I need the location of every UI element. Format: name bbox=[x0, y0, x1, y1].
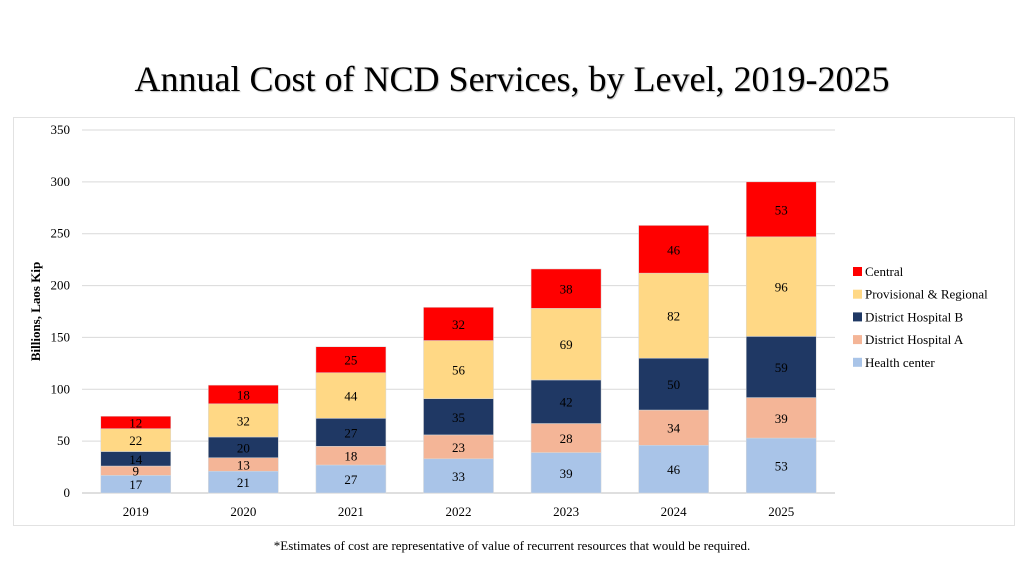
bar-segment bbox=[100, 416, 172, 429]
bar-segment bbox=[315, 372, 387, 419]
data-label: 46 bbox=[667, 462, 681, 477]
x-tick-label: 2023 bbox=[553, 504, 579, 519]
legend-label: District Hospital B bbox=[865, 309, 964, 324]
x-tick-label: 2022 bbox=[446, 504, 472, 519]
data-label: 53 bbox=[775, 202, 788, 217]
data-label: 46 bbox=[667, 242, 681, 257]
data-label: 22 bbox=[129, 433, 142, 448]
legend-swatch bbox=[853, 267, 862, 276]
bar-segment bbox=[745, 397, 817, 439]
chart-frame bbox=[13, 117, 1015, 526]
data-label: 28 bbox=[560, 431, 573, 446]
bar-segment bbox=[423, 458, 494, 494]
x-tick-label: 2021 bbox=[338, 504, 364, 519]
y-tick-label: 300 bbox=[51, 174, 71, 189]
bar-segment bbox=[315, 418, 387, 447]
legend-label: Central bbox=[865, 264, 904, 279]
data-label: 27 bbox=[344, 425, 358, 440]
data-label: 34 bbox=[667, 421, 681, 436]
bar-segment bbox=[530, 452, 602, 494]
y-tick-label: 100 bbox=[51, 381, 71, 396]
x-tick-label: 2024 bbox=[661, 504, 688, 519]
data-label: 18 bbox=[237, 387, 250, 402]
bar-segment bbox=[638, 357, 709, 411]
bar-segment bbox=[745, 236, 817, 337]
bar-segment bbox=[530, 268, 602, 309]
legend-label: Health center bbox=[865, 355, 935, 370]
bar-segment bbox=[745, 181, 817, 238]
bar-segment bbox=[423, 340, 494, 399]
data-label: 50 bbox=[667, 377, 680, 392]
bar-segment bbox=[745, 336, 817, 398]
y-tick-label: 350 bbox=[51, 122, 71, 137]
slide-title: Annual Cost of NCD Services, by Level, 2… bbox=[134, 59, 890, 99]
data-label: 27 bbox=[344, 472, 358, 487]
data-label: 32 bbox=[237, 413, 250, 428]
x-tick-label: 2019 bbox=[123, 504, 149, 519]
data-label: 96 bbox=[775, 280, 789, 295]
data-label: 33 bbox=[452, 469, 465, 484]
data-label: 14 bbox=[129, 452, 143, 467]
y-tick-label: 200 bbox=[51, 278, 71, 293]
legend-swatch bbox=[853, 289, 862, 299]
stacked-bar-chart: 0 50 100 150 200 250 300 350 Billions, Laos Kip 1… bbox=[28, 122, 988, 519]
legend-label: District Hospital A bbox=[865, 332, 964, 347]
bar-segment bbox=[530, 379, 602, 424]
y-axis-title: Billions, Laos Kip bbox=[28, 262, 43, 361]
y-tick-label: 250 bbox=[51, 226, 71, 241]
data-label: 39 bbox=[775, 411, 788, 426]
data-label: 39 bbox=[560, 466, 573, 481]
data-label: 20 bbox=[237, 440, 250, 455]
data-label: 17 bbox=[129, 477, 143, 492]
bar-segment bbox=[530, 308, 602, 381]
bar-segment bbox=[745, 437, 817, 494]
bar-segment bbox=[315, 464, 387, 494]
bar-segment bbox=[638, 272, 709, 359]
legend-swatch bbox=[853, 335, 862, 345]
data-label: 9 bbox=[133, 464, 140, 479]
data-label: 12 bbox=[129, 415, 142, 430]
data-label: 23 bbox=[452, 440, 465, 455]
y-tick-label: 150 bbox=[51, 329, 71, 344]
data-label: 25 bbox=[344, 353, 357, 368]
bar-segment bbox=[208, 403, 279, 438]
data-label: 18 bbox=[344, 449, 357, 464]
data-label: 13 bbox=[237, 457, 250, 472]
bar-segment bbox=[530, 423, 602, 453]
bar-segment bbox=[208, 384, 279, 405]
bar-segment bbox=[638, 409, 709, 446]
data-label: 69 bbox=[560, 337, 573, 352]
y-tick-label: 0 bbox=[64, 485, 71, 500]
legend-label: Provisional & Regional bbox=[865, 287, 988, 302]
data-label: 59 bbox=[775, 360, 788, 375]
footnote: *Estimates of cost are representative of… bbox=[273, 538, 751, 553]
x-tick-label: 2020 bbox=[230, 504, 256, 519]
data-label: 44 bbox=[344, 389, 358, 404]
data-label: 53 bbox=[775, 459, 788, 474]
data-label: 35 bbox=[452, 410, 465, 425]
data-label: 82 bbox=[667, 309, 680, 324]
bar-segment bbox=[315, 346, 387, 373]
data-label: 21 bbox=[237, 475, 250, 490]
bar-segment bbox=[638, 225, 709, 274]
bar-segment bbox=[638, 445, 709, 494]
data-label: 42 bbox=[560, 395, 573, 410]
bar-segment bbox=[423, 307, 494, 341]
data-label: 56 bbox=[452, 363, 466, 378]
legend-swatch bbox=[853, 357, 862, 367]
data-label: 32 bbox=[452, 317, 465, 332]
legend-swatch bbox=[853, 312, 862, 322]
y-tick-label: 50 bbox=[57, 433, 70, 448]
data-label: 38 bbox=[560, 282, 573, 297]
x-tick-label: 2025 bbox=[768, 504, 794, 519]
